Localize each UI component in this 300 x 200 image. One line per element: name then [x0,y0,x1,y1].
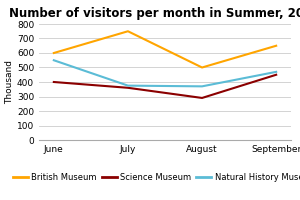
Title: Number of visitors per month in Summer, 2013: Number of visitors per month in Summer, … [9,7,300,20]
Legend: British Museum, Science Museum, Natural History Museum: British Museum, Science Museum, Natural … [10,170,300,185]
Y-axis label: Thousand: Thousand [5,60,14,104]
